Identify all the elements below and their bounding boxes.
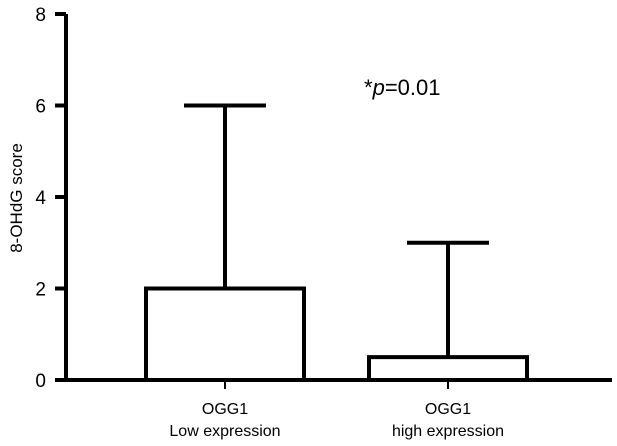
bars <box>144 286 529 382</box>
category-labels: OGG1 Low expression OGG1 high expression <box>169 401 504 440</box>
y-tick-label: 8 <box>35 5 46 26</box>
y-tick-label: 2 <box>35 280 46 301</box>
y-tick-label: 0 <box>35 371 46 392</box>
p-value: =0.01 <box>385 75 441 100</box>
bar <box>367 355 529 382</box>
y-axis-label: 8-OHdG score <box>7 143 26 253</box>
category-label: OGG1 <box>425 401 471 418</box>
p-symbol: p <box>372 75 385 100</box>
y-axis: 0 2 4 6 8 <box>35 5 68 392</box>
category-label: Low expression <box>169 423 280 440</box>
significance-star: * <box>364 75 373 100</box>
error-bars <box>184 103 489 358</box>
bar <box>144 286 306 382</box>
category-label: OGG1 <box>202 401 248 418</box>
y-tick-label: 6 <box>35 97 46 118</box>
y-tick-label: 4 <box>35 188 46 209</box>
p-value-annotation: *p=0.01 <box>364 75 440 100</box>
category-label: high expression <box>392 423 504 440</box>
